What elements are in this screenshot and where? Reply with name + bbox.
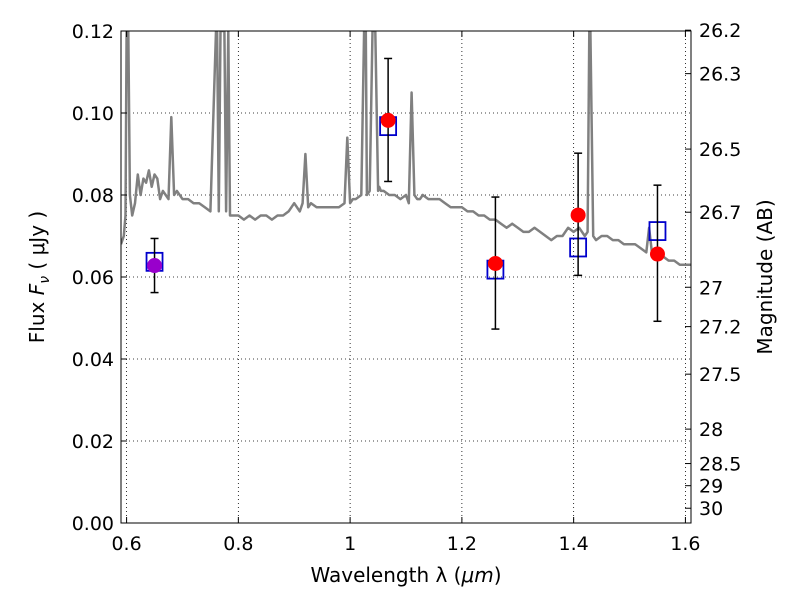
axis-ticks: 0.6 0.8 1 1.2 1.4 1.6 0.00 0.02 0.04 0.06 0.08 0.10… [72, 20, 742, 555]
observed-flux-point [380, 112, 396, 128]
y2-tick-label: 27.2 [699, 317, 741, 339]
observed-flux-point [147, 258, 163, 274]
y-tick-label: 0.02 [72, 431, 114, 453]
x-axis-label: Wavelength λ (μm) [310, 563, 501, 587]
y2-tick-label: 27.5 [699, 364, 741, 386]
y-tick-label: 0.10 [72, 103, 114, 125]
y-tick-label: 0.06 [72, 267, 114, 289]
plot-area [121, 31, 691, 330]
y-tick-label: 0.00 [72, 513, 114, 535]
y2-tick-label: 26.7 [699, 202, 741, 224]
y-tick-label: 0.04 [72, 349, 114, 371]
y2-tick-label: 28 [699, 419, 723, 441]
y2-tick-label: 28.5 [699, 454, 741, 476]
series-observed-flux [147, 57, 665, 330]
observed-flux-point [570, 207, 586, 223]
y-axis-label: Flux Fν ( μJy ) [25, 211, 53, 343]
y2-axis-label: Magnitude (AB) [753, 199, 777, 354]
y2-tick-label: 27 [699, 277, 723, 299]
x-tick-label: 1.2 [447, 533, 477, 555]
x-tick-label: 1 [344, 533, 356, 555]
x-tick-label: 0.6 [111, 533, 141, 555]
x-tick-label: 1.6 [670, 533, 700, 555]
observed-flux-point [649, 246, 665, 262]
y2-tick-label: 30 [699, 498, 723, 520]
spectrum-line [121, 31, 691, 266]
y2-tick-label: 29 [699, 476, 723, 498]
x-tick-label: 0.8 [223, 533, 253, 555]
y2-tick-label: 26.2 [699, 20, 741, 42]
y-tick-label: 0.12 [72, 21, 114, 43]
x-tick-label: 1.4 [559, 533, 589, 555]
observed-flux-point [487, 255, 503, 271]
y2-tick-label: 26.5 [699, 139, 741, 161]
y2-tick-label: 26.3 [699, 64, 741, 86]
y-tick-label: 0.08 [72, 185, 114, 207]
series-model-spectrum [121, 31, 691, 266]
